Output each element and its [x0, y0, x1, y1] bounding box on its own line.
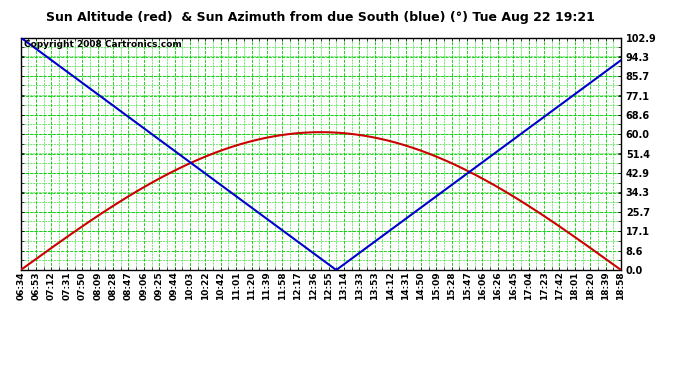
Text: Sun Altitude (red)  & Sun Azimuth from due South (blue) (°) Tue Aug 22 19:21: Sun Altitude (red) & Sun Azimuth from du… — [46, 11, 595, 24]
Text: Copyright 2008 Cartronics.com: Copyright 2008 Cartronics.com — [23, 40, 181, 49]
